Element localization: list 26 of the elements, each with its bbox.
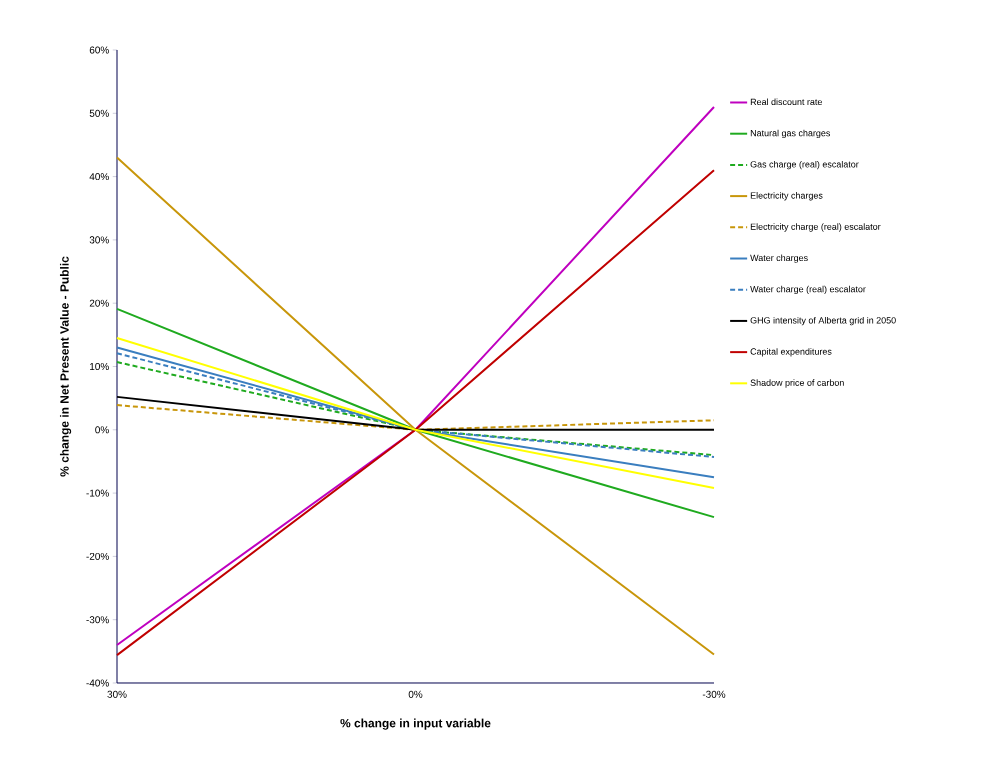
x-tick-label: 30% (107, 690, 127, 698)
legend-label: Water charges (750, 254, 808, 263)
y-tick-label: -40% (86, 679, 109, 687)
legend-label: GHG intensity of Alberta grid in 2050 (750, 316, 896, 326)
legend-label: Real discount rate (750, 98, 822, 106)
legend-label: Capital expenditures (750, 348, 832, 357)
y-tick-label: 30% (89, 236, 109, 244)
x-axis-title: % change in input variable (340, 718, 491, 730)
x-tick-label: -30% (702, 690, 726, 698)
y-tick-label: 0% (95, 426, 109, 434)
y-tick-label: -30% (86, 616, 109, 624)
legend-label: Gas charge (real) escalator (750, 160, 859, 170)
y-tick-label: 10% (90, 362, 109, 371)
y-tick-label: -20% (86, 552, 109, 560)
y-axis-title: % change in Net Present Value - Public (59, 256, 72, 477)
x-tick-label: 0% (408, 690, 423, 698)
y-tick-label: -10% (86, 489, 109, 497)
legend-label: Electricity charges (750, 192, 823, 201)
y-tick-label: 40% (89, 173, 109, 181)
legend-label: Shadow price of carbon (750, 379, 844, 388)
legend-label: Electricity charge (real) escalator (750, 223, 881, 232)
legend-label: Natural gas charges (750, 129, 831, 139)
y-tick-label: 50% (89, 109, 109, 117)
legend-label: Water charge (real) escalator (750, 285, 866, 295)
y-tick-label: 20% (89, 299, 109, 307)
y-tick-label: 60% (89, 46, 109, 54)
